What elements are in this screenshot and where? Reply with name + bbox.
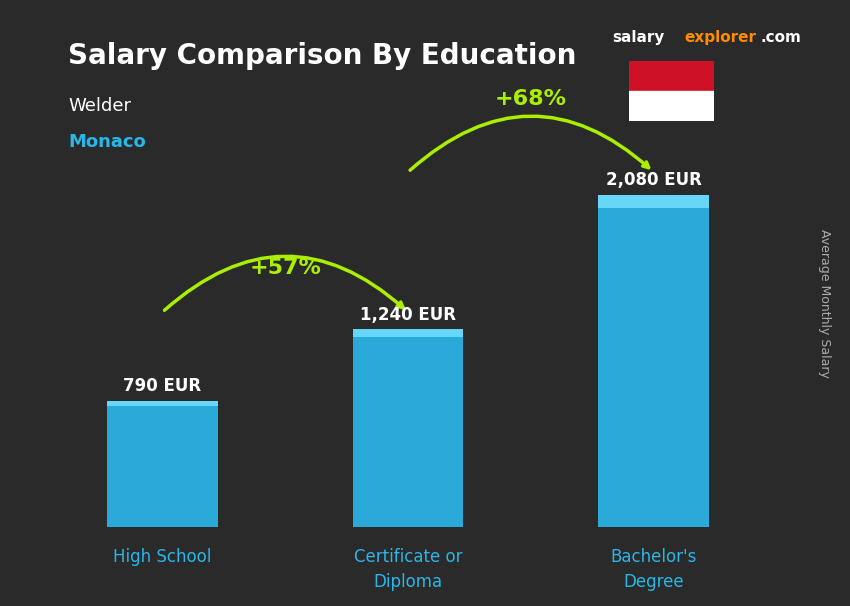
Text: salary: salary: [612, 30, 665, 45]
Bar: [107, 401, 218, 406]
Bar: [598, 195, 709, 527]
Text: Average Monthly Salary: Average Monthly Salary: [818, 228, 831, 378]
Text: Monaco: Monaco: [68, 133, 145, 152]
Text: Welder: Welder: [68, 97, 131, 115]
Text: +68%: +68%: [495, 89, 567, 109]
Text: 2,080 EUR: 2,080 EUR: [606, 171, 701, 190]
Bar: [107, 401, 218, 527]
Bar: [353, 329, 463, 337]
Bar: [629, 91, 714, 121]
Text: 790 EUR: 790 EUR: [123, 378, 201, 395]
Bar: [629, 61, 714, 91]
Text: 1,240 EUR: 1,240 EUR: [360, 305, 456, 324]
Bar: [353, 329, 463, 527]
Bar: [598, 195, 709, 208]
Text: explorer: explorer: [684, 30, 756, 45]
Text: +57%: +57%: [249, 258, 321, 278]
Text: Salary Comparison By Education: Salary Comparison By Education: [68, 42, 576, 70]
Text: .com: .com: [761, 30, 802, 45]
